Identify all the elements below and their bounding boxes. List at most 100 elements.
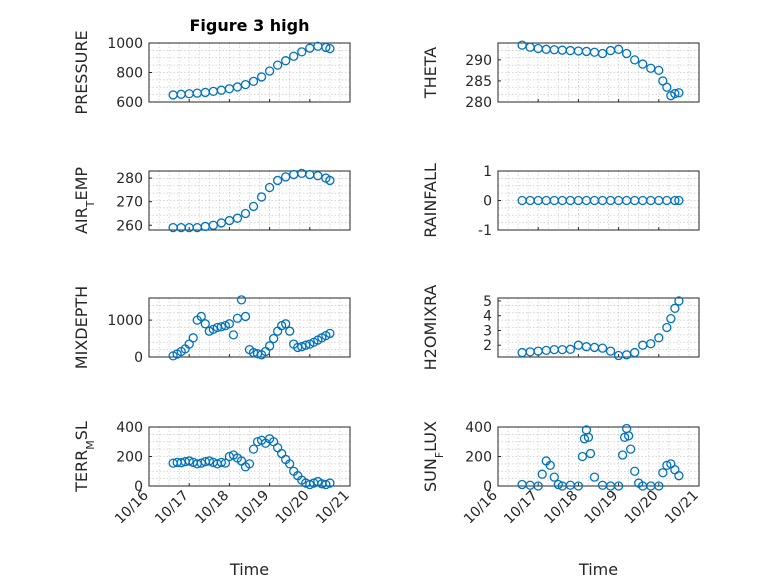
data-point	[216, 322, 227, 332]
subplot-terr-msl: 0 200 400 TERRMSL 10/16 10/17 10/18 10/19 10/20 1…	[72, 420, 353, 579]
data-point	[626, 444, 636, 454]
data-point	[297, 47, 307, 57]
y-tick-label: 0	[134, 479, 143, 495]
data-point	[630, 466, 640, 476]
y-tick-label: 800	[116, 66, 143, 82]
data-point	[613, 44, 624, 54]
data-point	[605, 346, 616, 356]
data-point	[662, 460, 672, 471]
data-point	[216, 457, 227, 468]
x-tick-label: 10/20	[622, 488, 662, 528]
data-point	[289, 51, 299, 61]
y-tick-label: 0	[483, 194, 492, 210]
data-point	[624, 431, 634, 441]
data-point	[248, 76, 259, 86]
data-point	[208, 220, 218, 230]
y-tick-label: 270	[116, 195, 143, 211]
data-point	[200, 319, 210, 329]
y-tick-label: 290	[465, 53, 492, 69]
x-axis-label: Time	[229, 560, 269, 579]
data-point	[224, 215, 235, 226]
data-point	[184, 456, 194, 466]
data-point	[325, 328, 335, 339]
data-point	[321, 479, 331, 490]
y-axis-label: SUNFLUX	[421, 421, 446, 492]
axes-box	[497, 42, 700, 103]
x-tick-label: 10/17	[501, 488, 541, 528]
subplot-air-temp: 260 270 280 AIRTEMP	[72, 167, 351, 234]
data-point	[240, 311, 251, 322]
axes-box	[148, 170, 351, 231]
y-axis-label: MIXDEPTH	[72, 286, 91, 369]
y-tick-label: 3	[483, 323, 492, 339]
x-tick-label: 10/20	[273, 488, 313, 528]
y-tick-label: 2	[483, 338, 492, 354]
subplot-mixdepth: 0 1000 MIXDEPTH	[72, 286, 351, 369]
data-point	[630, 55, 640, 65]
data-point	[670, 88, 680, 99]
data-point	[621, 48, 632, 59]
y-axis-label: TERRMSL	[72, 421, 97, 493]
data-point	[305, 479, 315, 490]
y-tick-label: 400	[465, 420, 492, 436]
data-point	[537, 469, 547, 479]
x-tick-label: 10/21	[313, 488, 353, 528]
y-tick-label: -1	[478, 223, 492, 239]
data-point	[232, 82, 243, 92]
y-axis-label: RAINFALL	[421, 163, 440, 238]
data-point	[281, 172, 291, 182]
y-tick-label: 1000	[107, 313, 143, 329]
data-point	[617, 450, 628, 460]
x-axis-label: Time	[578, 560, 618, 579]
x-tick-label: 10/21	[662, 488, 702, 528]
data-point	[272, 60, 283, 70]
y-tick-label: 1	[483, 164, 492, 180]
data-point	[654, 481, 664, 491]
data-point	[674, 195, 684, 206]
y-axis-label: H2OMIXRA	[421, 285, 440, 371]
data-point	[325, 175, 335, 186]
y-tick-label: 260	[116, 218, 143, 234]
data-point	[654, 65, 664, 76]
data-point	[573, 481, 584, 491]
x-tick-label: 10/17	[152, 488, 192, 528]
y-tick-label: 285	[465, 74, 492, 90]
data-point	[224, 319, 235, 329]
data-point	[597, 48, 608, 59]
x-tick-label: 10/18	[192, 488, 232, 528]
data-point	[256, 192, 267, 202]
y-axis-label: PRESSURE	[72, 30, 91, 114]
y-axis-label: THETA	[421, 47, 440, 99]
data-point	[638, 59, 648, 69]
data-point	[321, 42, 331, 53]
data-point	[313, 171, 323, 181]
subplot-sun-flux: 0 200 400 SUNFLUX 10/16 10/17 10/18 10/19 10/20 1…	[421, 420, 702, 579]
data-point	[674, 88, 684, 98]
data-point	[244, 459, 255, 469]
data-point	[196, 311, 206, 322]
data-point	[654, 333, 664, 343]
data-point	[589, 472, 600, 482]
data-point	[565, 344, 576, 354]
data-point	[583, 432, 594, 442]
data-point	[619, 432, 630, 442]
data-point	[670, 195, 680, 206]
data-point	[597, 343, 608, 353]
data-point	[248, 201, 259, 212]
x-tick-label: 10/19	[582, 488, 622, 528]
subplot-rainfall: -1 0 1 RAINFALL	[421, 163, 700, 239]
data-point	[670, 303, 680, 313]
data-point	[281, 56, 291, 66]
data-point	[264, 182, 275, 193]
data-point	[301, 340, 311, 350]
data-point	[285, 459, 295, 469]
data-point	[662, 82, 672, 92]
x-tick-label: 10/18	[541, 488, 581, 528]
data-point	[666, 313, 676, 324]
y-tick-label: 200	[116, 450, 143, 466]
x-tick-label: 10/16	[461, 487, 501, 527]
y-tick-label: 5	[483, 294, 492, 310]
data-point	[228, 330, 239, 340]
data-point	[268, 333, 279, 344]
